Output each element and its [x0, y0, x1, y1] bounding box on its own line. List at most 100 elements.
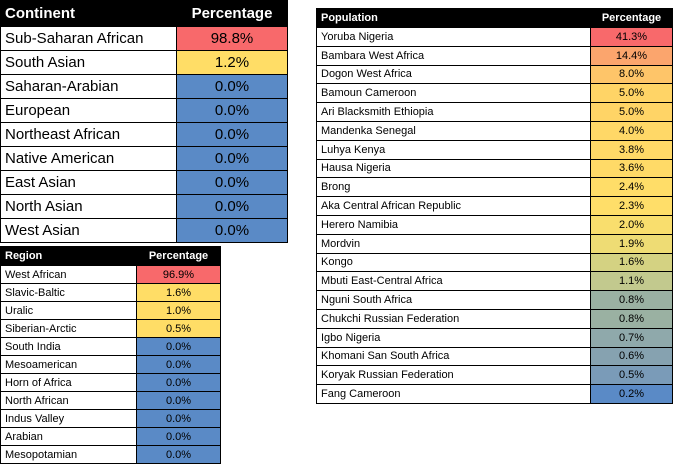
row-percentage: 0.0%	[136, 445, 221, 464]
row-percentage: 0.5%	[590, 365, 673, 386]
row-percentage: 0.0%	[136, 409, 221, 428]
table-row: Herero Namibia 2.0%	[316, 214, 673, 235]
row-label: Mandenka Senegal	[316, 120, 591, 141]
row-label: East Asian	[0, 170, 177, 195]
row-percentage: 0.7%	[590, 327, 673, 348]
row-percentage: 96.9%	[136, 265, 221, 284]
table-row: Northeast African 0.0%	[0, 122, 288, 147]
table-row: North African 0.0%	[0, 391, 221, 410]
column-header-percentage: Percentage	[590, 8, 673, 28]
table-row: Bamoun Cameroon 5.0%	[316, 83, 673, 104]
row-percentage: 0.0%	[176, 170, 288, 195]
row-label: Bamoun Cameroon	[316, 83, 591, 104]
table-header-row: Region Percentage	[0, 246, 221, 266]
table-row: Siberian-Arctic 0.5%	[0, 319, 221, 338]
row-percentage: 5.0%	[590, 102, 673, 122]
row-percentage: 0.5%	[136, 319, 221, 338]
row-label: Fang Cameroon	[316, 384, 591, 404]
row-label: Kongo	[316, 252, 591, 273]
table-row: Khomani San South Africa 0.6%	[316, 346, 673, 367]
table-row: West African 96.9%	[0, 265, 221, 284]
row-label: South Asian	[0, 50, 177, 75]
row-label: Native American	[0, 146, 177, 171]
row-percentage: 0.0%	[176, 218, 288, 243]
row-percentage: 0.0%	[176, 122, 288, 147]
table-row: Luhya Kenya 3.8%	[316, 139, 673, 160]
row-label: Arabian	[0, 427, 137, 446]
population-table: Population Percentage Yoruba Nigeria 41.3…	[316, 8, 673, 404]
row-label: South India	[0, 337, 137, 356]
row-label: Horn of Africa	[0, 373, 137, 392]
table-row: North Asian 0.0%	[0, 194, 288, 219]
row-label: Uralic	[0, 301, 137, 320]
row-label: North African	[0, 391, 137, 410]
column-header-name: Region	[0, 246, 137, 266]
table-row: Ari Blacksmith Ethiopia 5.0%	[316, 102, 673, 122]
row-label: Hausa Nigeria	[316, 158, 591, 179]
row-label: Siberian-Arctic	[0, 319, 137, 338]
row-percentage: 2.0%	[590, 214, 673, 235]
row-percentage: 1.6%	[590, 252, 673, 273]
table-header-row: Population Percentage	[316, 8, 673, 28]
row-label: Mordvin	[316, 233, 591, 254]
region-table: Region Percentage West African 96.9% Slavi…	[0, 246, 221, 464]
row-label: Dogon West Africa	[316, 64, 591, 85]
row-percentage: 2.4%	[590, 177, 673, 198]
row-percentage: 0.0%	[136, 355, 221, 374]
row-percentage: 41.3%	[590, 27, 673, 47]
row-percentage: 1.0%	[136, 301, 221, 320]
row-percentage: 0.0%	[176, 194, 288, 219]
table-row: Horn of Africa 0.0%	[0, 373, 221, 392]
continent-table: Continent Percentage Sub-Saharan African…	[0, 0, 288, 243]
table-row: Hausa Nigeria 3.6%	[316, 158, 673, 179]
table-row: Fang Cameroon 0.2%	[316, 384, 673, 404]
table-row: Dogon West Africa 8.0%	[316, 64, 673, 85]
row-percentage: 4.0%	[590, 120, 673, 141]
table-row: Yoruba Nigeria 41.3%	[316, 27, 673, 47]
table-row: Sub-Saharan African 98.8%	[0, 26, 288, 51]
table-row: Native American 0.0%	[0, 146, 288, 171]
column-header-name: Population	[316, 8, 591, 28]
row-label: Aka Central African Republic	[316, 196, 591, 216]
table-row: Brong 2.4%	[316, 177, 673, 198]
row-label: Mbuti East-Central Africa	[316, 271, 591, 292]
row-percentage: 5.0%	[590, 83, 673, 104]
row-percentage: 0.0%	[136, 337, 221, 356]
column-header-name: Continent	[0, 0, 177, 27]
table-row: East Asian 0.0%	[0, 170, 288, 195]
row-percentage: 2.3%	[590, 196, 673, 216]
row-label: Chukchi Russian Federation	[316, 308, 591, 329]
table-row: Saharan-Arabian 0.0%	[0, 74, 288, 99]
row-percentage: 1.6%	[136, 283, 221, 302]
row-label: Saharan-Arabian	[0, 74, 177, 99]
row-label: Brong	[316, 177, 591, 198]
table-row: Uralic 1.0%	[0, 301, 221, 320]
table-row: Mandenka Senegal 4.0%	[316, 120, 673, 141]
row-percentage: 3.8%	[590, 139, 673, 160]
row-percentage: 1.9%	[590, 233, 673, 254]
row-percentage: 0.2%	[590, 384, 673, 404]
row-percentage: 8.0%	[590, 64, 673, 85]
table-row: Arabian 0.0%	[0, 427, 221, 446]
table-row: South India 0.0%	[0, 337, 221, 356]
table-row: Chukchi Russian Federation 0.8%	[316, 308, 673, 329]
table-row: West Asian 0.0%	[0, 218, 288, 243]
row-percentage: 0.0%	[136, 427, 221, 446]
row-percentage: 0.0%	[176, 98, 288, 123]
row-label: Herero Namibia	[316, 214, 591, 235]
row-percentage: 3.6%	[590, 158, 673, 179]
row-label: European	[0, 98, 177, 123]
row-label: Yoruba Nigeria	[316, 27, 591, 47]
row-label: Slavic-Baltic	[0, 283, 137, 302]
row-percentage: 0.0%	[136, 391, 221, 410]
row-label: Mesoamerican	[0, 355, 137, 374]
column-header-percentage: Percentage	[176, 0, 288, 27]
row-label: Nguni South Africa	[316, 290, 591, 310]
table-header-row: Continent Percentage	[0, 0, 288, 27]
row-percentage: 0.8%	[590, 290, 673, 310]
row-percentage: 0.0%	[176, 74, 288, 99]
row-label: Indus Valley	[0, 409, 137, 428]
row-label: North Asian	[0, 194, 177, 219]
row-percentage: 1.2%	[176, 50, 288, 75]
row-percentage: 0.0%	[136, 373, 221, 392]
